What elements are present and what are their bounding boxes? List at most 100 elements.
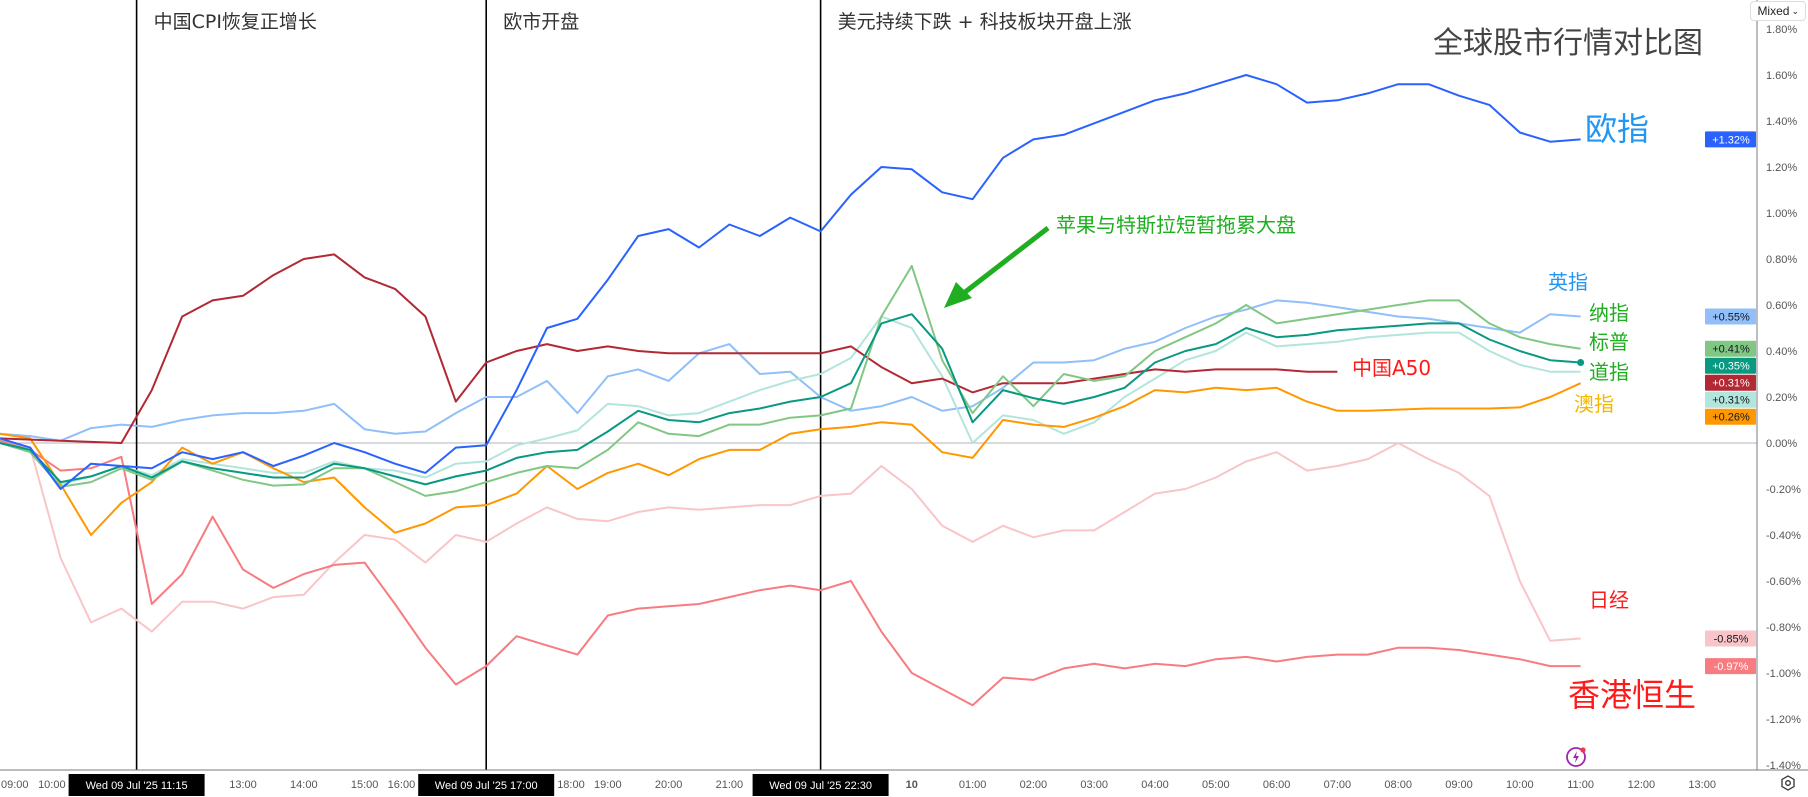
y-tick-label: 1.60% [1766,70,1797,82]
series-name-label: 日经 [1589,588,1629,612]
x-tick-label: 10:00 [38,779,66,791]
y-tick-label: 0.40% [1766,346,1797,358]
y-tick-label: -1.40% [1766,760,1801,772]
x-tick-label: 16:00 [388,779,416,791]
series-line-4 [0,253,1338,444]
badge-bg [1705,630,1756,647]
last-value-badge: +0.35% [1705,357,1756,374]
series-lines [0,74,1585,707]
x-tick-label: 09:00 [1,779,29,791]
badge-bg [1705,308,1756,325]
crosshair-time-text: Wed 09 Jul '25 17:00 [435,780,538,792]
y-tick-label: -0.20% [1766,484,1801,496]
x-tick-label: 14:00 [290,779,318,791]
series-line-7 [0,439,1581,642]
crosshair-time-box [68,774,205,796]
y-tick-label: 0.80% [1766,254,1797,266]
x-tick-label: 09:00 [1445,779,1473,791]
last-value-badge: +0.41% [1705,340,1756,357]
last-value-badge: +0.31% [1705,374,1756,391]
series-name-label: 道指 [1589,360,1629,384]
series-line-2 [0,264,1581,497]
last-value-badge: -0.85% [1705,630,1756,647]
last-value-badge: +0.55% [1705,308,1756,325]
y-tick-label: -1.00% [1766,668,1801,680]
series-name-label: 澳指 [1574,392,1614,416]
x-tick-label: 10 [906,779,918,791]
badge-bg [1705,658,1756,675]
x-tick-label: 08:00 [1384,779,1412,791]
x-tick-label: 21:00 [716,779,744,791]
y-tick-label: -0.60% [1766,576,1801,588]
y-tick-label: -1.20% [1766,714,1801,726]
badge-bg [1705,408,1756,425]
y-tick-label: -0.40% [1766,530,1801,542]
last-value-badges: +1.32% +0.55% +0.41% +0.35% +0.31% +0.31% +0.2… [1705,131,1756,675]
chevron-down-icon: ⌄ [1791,5,1799,16]
crosshair-time-text: Wed 09 Jul '25 11:15 [86,780,188,792]
x-tick-label: 05:00 [1202,779,1230,791]
y-tick-label: 0.60% [1766,300,1797,312]
badge-bg [1705,374,1756,391]
series-line-1 [0,299,1581,442]
x-tick-label: 01:00 [959,779,987,791]
series-line-8 [0,439,1581,707]
crosshair-time-label: Wed 09 Jul '25 17:00 [418,774,555,796]
x-tick-label: 04:00 [1141,779,1169,791]
x-tick-label: 11:00 [1567,779,1594,791]
badge-value: +0.41% [1712,344,1750,356]
series-end-dot [1577,359,1585,366]
badge-value: +0.31% [1712,378,1750,390]
x-tick-label: 20:00 [655,779,683,791]
x-tick-label: 10:00 [1506,779,1534,791]
gear-icon[interactable] [1780,775,1796,791]
series-name-label: 香港恒生 [1568,676,1696,714]
time-axis[interactable]: 09:00 10:00 13:00 14:00 15:00 16:00 18:00 19:00… [0,769,1808,796]
series-line-3 [0,313,1581,486]
last-value-badge: +0.31% [1705,391,1756,408]
series-line-6 [0,382,1582,536]
badge-value: -0.85% [1714,634,1749,646]
y-tick-label: 1.40% [1766,116,1797,128]
x-tick-label: 02:00 [1020,779,1048,791]
event-label: 中国CPI恢复正增长 [154,11,317,33]
last-value-badge: -0.97% [1705,658,1756,675]
series-name-label: 标普 [1589,330,1629,354]
badge-value: +0.31% [1712,395,1750,407]
series-name-label: 中国A50 [1352,356,1431,380]
x-tick-label: 03:00 [1080,779,1108,791]
series-line-0 [0,74,1581,490]
badge-value: +1.32% [1712,134,1750,146]
last-value-badge: +1.32% [1705,131,1756,148]
y-tick-label: 0.20% [1766,392,1797,404]
chart-title: 全球股市行情对比图 [1433,26,1703,61]
lightning-icon[interactable] [1566,747,1586,767]
price-axis[interactable]: 1.80% 1.60% 1.40% 1.20% 1.00% 0.80% 0.60% 0.40%… [1756,0,1801,772]
scale-mode-button[interactable]: Mixed ⌄ [1750,1,1806,21]
badge-value: +0.55% [1712,312,1750,324]
event-lines: 中国CPI恢复正增长 欧市开盘 美元持续下跌 + 科技板块开盘上涨 [135,0,1132,770]
x-tick-label: 07:00 [1324,779,1352,791]
x-tick-label: 12:00 [1628,779,1656,791]
x-tick-label: 18:00 [557,779,585,791]
crosshair-time-label: Wed 09 Jul '25 11:15 [68,774,205,796]
y-tick-label: 1.00% [1766,208,1797,220]
crosshair-time-label: Wed 09 Jul '25 22:30 [752,774,889,796]
scale-mode-label: Mixed [1757,4,1790,18]
badge-bg [1705,357,1756,374]
event-label: 美元持续下跌 + 科技板块开盘上涨 [838,11,1132,33]
x-tick-label: 15:00 [351,779,379,791]
callout-arrow-shaft [958,226,1050,298]
crosshair-time-box [418,774,555,796]
badge-value: +0.26% [1712,412,1750,424]
badge-value: -0.97% [1714,661,1749,673]
series-line-5 [0,315,1581,486]
y-tick-label: 0.00% [1766,438,1797,450]
last-value-badge: +0.26% [1705,408,1756,425]
badge-value: +0.35% [1712,361,1750,373]
callout-arrow-head [944,282,972,308]
series-name-label: 欧指 [1585,110,1649,148]
x-tick-label: 13:00 [229,779,257,791]
